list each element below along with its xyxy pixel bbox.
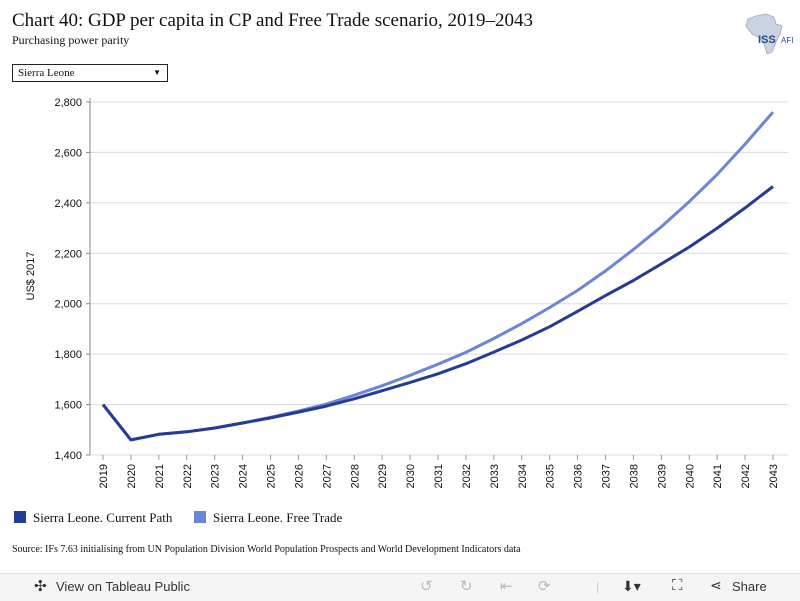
x-tick-label: 2042 [740, 464, 752, 488]
x-tick-label: 2034 [517, 464, 529, 488]
share-button[interactable]: Share [732, 579, 767, 594]
view-on-tableau-link[interactable]: View on Tableau Public [56, 579, 190, 594]
x-tick-label: 2030 [405, 464, 417, 488]
country-filter-value: Sierra Leone [18, 67, 75, 79]
chart-title: Chart 40: GDP per capita in CP and Free … [12, 10, 534, 31]
x-tick-label: 2023 [210, 464, 222, 488]
x-tick-label: 2032 [461, 464, 473, 488]
y-tick-label: 1,600 [54, 400, 82, 412]
undo-icon[interactable]: ↺ [420, 578, 433, 595]
y-tick-label: 2,600 [54, 147, 82, 159]
y-tick-label: 1,800 [54, 349, 82, 361]
y-axis: 1,400 1,600 1,800 2,000 2,200 2,400 2,600 2,800 [54, 97, 91, 462]
x-axis: 2019 2020 2021 2022 2023 2024 2025 2026 2027 2028… [98, 455, 780, 488]
x-tick-label: 2033 [489, 464, 501, 488]
x-tick-label: 2041 [712, 464, 724, 488]
line-chart: 1,400 1,600 1,800 2,000 2,200 2,400 2,600 2,800… [25, 97, 788, 488]
download-icon[interactable]: ⬇▾ [622, 578, 641, 594]
fullscreen-icon[interactable]: ⛶ [672, 577, 683, 594]
y-tick-label: 2,000 [54, 299, 82, 311]
source-note: Source: IFs 7.63 initialising from UN Po… [12, 544, 521, 555]
legend-label-current-path: Sierra Leone. Current Path [33, 510, 173, 525]
x-tick-label: 2028 [349, 464, 361, 488]
revert-icon[interactable]: ⇤ [500, 578, 513, 595]
series-lines [101, 111, 775, 442]
toolbar-divider: | [596, 579, 600, 594]
x-tick-label: 2035 [545, 464, 557, 488]
legend-item-free-trade[interactable]: Sierra Leone. Free Trade [194, 510, 342, 526]
x-tick-label: 2031 [433, 464, 445, 488]
y-tick-label: 2,400 [54, 198, 82, 210]
y-tick-label: 2,200 [54, 248, 82, 260]
legend-item-current-path[interactable]: Sierra Leone. Current Path [14, 510, 172, 526]
x-tick-label: 2026 [293, 464, 305, 488]
x-tick-label: 2036 [573, 464, 585, 488]
tableau-toolbar: ✣ View on Tableau Public ↺ ↻ ⇤ ⟳ | ⬇▾ ⛶ … [0, 573, 800, 601]
chart-subtitle: Purchasing power parity [12, 33, 130, 47]
x-tick-label: 2038 [628, 464, 640, 488]
x-tick-label: 2021 [154, 464, 166, 488]
iss-logo: ISS AFI [740, 12, 798, 56]
country-filter-select[interactable]: Sierra Leone ▼ [12, 64, 168, 82]
logo-text: ISS [758, 34, 776, 46]
x-tick-label: 2020 [126, 464, 138, 488]
redo-icon[interactable]: ↻ [460, 578, 473, 595]
share-icon[interactable]: ⋖ [710, 577, 722, 593]
x-tick-label: 2037 [601, 464, 613, 488]
grid-lines [90, 101, 788, 456]
x-tick-label: 2027 [321, 464, 333, 488]
x-tick-label: 2024 [238, 464, 250, 488]
y-axis-label: US$ 2017 [25, 252, 37, 301]
x-tick-label: 2019 [98, 464, 110, 488]
x-tick-label: 2029 [377, 464, 389, 488]
y-tick-label: 2,800 [54, 97, 82, 109]
legend-swatch-current-path [14, 511, 26, 523]
x-tick-label: 2039 [656, 464, 668, 488]
africa-map-icon [745, 13, 783, 55]
x-tick-label: 2025 [266, 464, 278, 488]
logo-suffix: AFI [781, 36, 793, 45]
legend-label-free-trade: Sierra Leone. Free Trade [213, 510, 343, 525]
series-line-free-trade[interactable] [101, 111, 775, 442]
y-tick-label: 1,400 [54, 450, 82, 462]
x-tick-label: 2040 [684, 464, 696, 488]
refresh-icon[interactable]: ⟳ [538, 578, 551, 595]
x-tick-label: 2022 [182, 464, 194, 488]
dropdown-arrow-icon[interactable]: ▼ [153, 68, 161, 77]
tableau-logo-icon[interactable]: ✣ [34, 578, 47, 595]
x-tick-label: 2043 [768, 464, 780, 488]
series-line-current-path[interactable] [101, 185, 774, 442]
legend-swatch-free-trade [194, 511, 206, 523]
